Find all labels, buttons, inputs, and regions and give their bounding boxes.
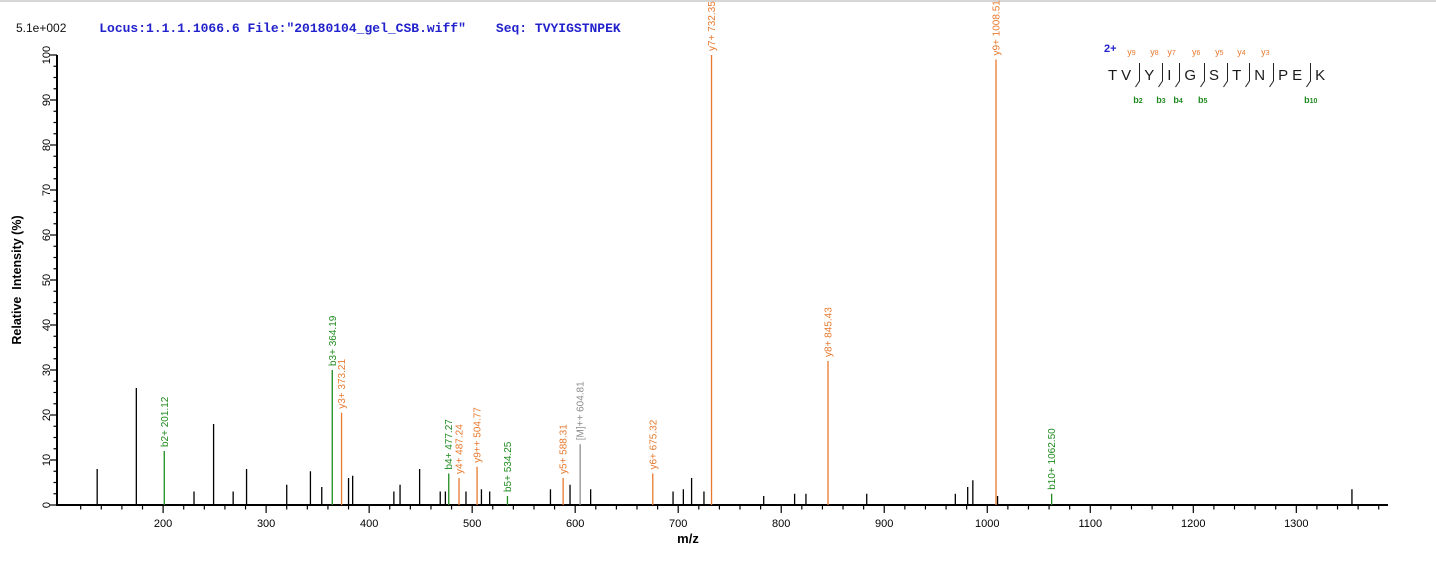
y-ion-label: y5 <box>1215 47 1224 57</box>
svg-text:800: 800 <box>772 518 790 530</box>
svg-text:60: 60 <box>41 229 53 241</box>
axes <box>56 55 1388 506</box>
y-axis-title: Relative Intensity (%) <box>10 215 24 344</box>
y-ion-label: y3 <box>1261 47 1270 57</box>
cleavage-mark: y6 b5 <box>1192 47 1207 105</box>
svg-text:1100: 1100 <box>1078 518 1102 530</box>
unlabeled-peaks <box>96 388 1353 505</box>
svg-text:30: 30 <box>41 364 53 376</box>
axis-tick-labels: 0 10 20 30 40 50 60 70 80 90 100 200 300 400 500 600 700… <box>41 46 1309 530</box>
residue-11: K <box>1315 66 1326 84</box>
svg-text:1300: 1300 <box>1284 518 1308 530</box>
svg-text:50: 50 <box>41 274 53 286</box>
b-ion-label: b2 <box>1133 95 1143 105</box>
svg-text:400: 400 <box>360 518 378 530</box>
residue-7: T <box>1232 66 1242 84</box>
cleavage-mark: y5 <box>1215 47 1230 90</box>
svg-text:500: 500 <box>463 518 481 530</box>
svg-text:1200: 1200 <box>1181 518 1205 530</box>
peak-label: b2+ 201.12 <box>160 396 171 447</box>
svg-text:600: 600 <box>566 518 584 530</box>
locus-file-label: Locus:1.1.1.1066.6 File:"20180104_gel_CS… <box>99 21 466 36</box>
svg-text:90: 90 <box>41 94 53 106</box>
svg-text:70: 70 <box>41 184 53 196</box>
sequence-label: Seq: TVYIGSTNPEK <box>495 21 621 36</box>
y-ion-label: y4 <box>1237 47 1246 57</box>
cleavage-mark: y8 b3 <box>1150 47 1165 105</box>
y-ion-label: y6 <box>1192 47 1201 57</box>
cleavage-mark: y7 b4 <box>1167 47 1182 105</box>
peak-label: y7+ 732.35 <box>707 1 718 51</box>
cleavage-mark: b10 <box>1304 60 1317 105</box>
svg-text:700: 700 <box>669 518 687 530</box>
b-ion-label: b5 <box>1198 95 1208 105</box>
peak-label: y3+ 373.21 <box>337 359 348 409</box>
cleavage-mark: y4 <box>1237 47 1252 90</box>
b-ion-label: b10 <box>1304 95 1318 105</box>
spectrum-header: Locus:1.1.1.1066.6 File:"20180104_gel_CS… <box>68 6 621 51</box>
svg-text:300: 300 <box>257 518 275 530</box>
residue-9: P <box>1278 66 1289 84</box>
peak-label: y9+ 1008.51 <box>992 0 1003 56</box>
residue-4: I <box>1167 66 1172 84</box>
y-ion-label: y9 <box>1127 47 1136 57</box>
peak-label: b5+ 534.25 <box>503 441 514 492</box>
peak-label: b4+ 477.27 <box>444 419 455 470</box>
svg-text:900: 900 <box>875 518 893 530</box>
svg-text:10: 10 <box>41 454 53 466</box>
b-ion-label: b4 <box>1173 95 1183 105</box>
peak-label: y9++ 504.77 <box>473 407 484 463</box>
residue-6: S <box>1209 66 1220 84</box>
y-ion-label: y7 <box>1167 47 1176 57</box>
svg-text:100: 100 <box>41 46 53 64</box>
labeled-peaks <box>163 55 1053 505</box>
axis-ticks <box>50 54 1380 513</box>
svg-text:200: 200 <box>154 518 172 530</box>
svg-text:20: 20 <box>41 409 53 421</box>
residue-5: G <box>1184 66 1197 84</box>
y-ion-label: y8 <box>1150 47 1159 57</box>
svg-text:1000: 1000 <box>975 518 999 530</box>
cleavage-mark: y9 b2 <box>1127 47 1142 105</box>
max-intensity-label: 5.1e+002 <box>16 21 67 35</box>
x-axis-title: m/z <box>677 531 699 546</box>
precursor-charge-label: 2+ <box>1104 43 1117 55</box>
b-ion-label: b3 <box>1156 95 1166 105</box>
peak-label: y8+ 845.43 <box>824 307 835 357</box>
residue-3: Y <box>1144 66 1155 84</box>
peak-label: y4+ 487.24 <box>455 424 466 474</box>
svg-text:0: 0 <box>41 502 53 508</box>
peak-label: b3+ 364.19 <box>328 315 339 366</box>
peak-label: [M]++ 604.81 <box>576 381 587 440</box>
svg-text:40: 40 <box>41 319 53 331</box>
svg-text:80: 80 <box>41 139 53 151</box>
peak-label: y5+ 588.31 <box>559 424 570 474</box>
cleavage-mark: y3 <box>1261 47 1276 90</box>
residue-10: E <box>1292 66 1303 84</box>
peak-label: y6+ 675.32 <box>648 419 659 469</box>
peak-label: b10+ 1062.50 <box>1047 428 1058 490</box>
residue-8: N <box>1254 66 1266 84</box>
window-edge <box>0 0 1436 2</box>
residue-1: T <box>1108 66 1118 84</box>
residue-2: V <box>1121 66 1132 84</box>
